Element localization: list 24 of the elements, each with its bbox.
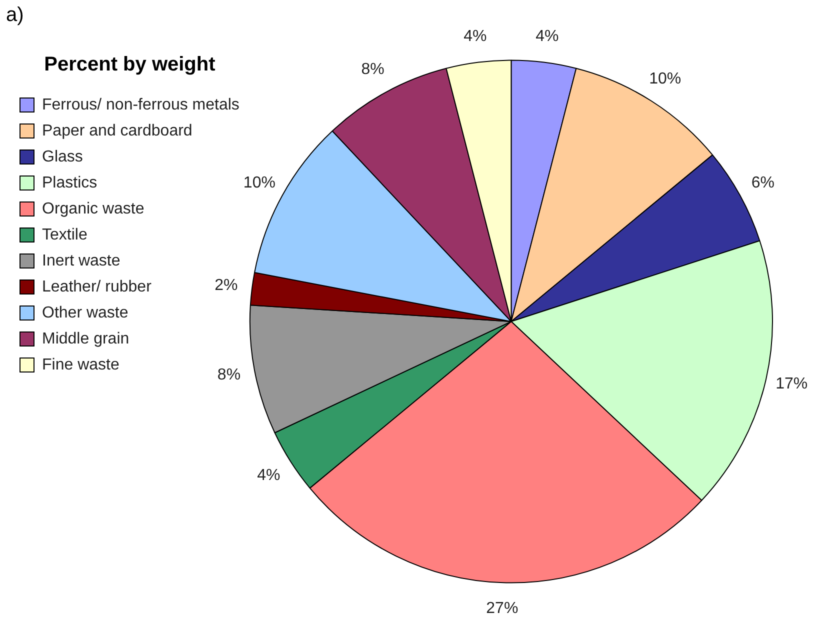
data-label: 27%: [486, 600, 518, 618]
data-label: 10%: [649, 70, 682, 88]
legend-label: Middle grain: [42, 330, 130, 348]
data-label: 8%: [217, 366, 241, 384]
data-label: 4%: [464, 28, 487, 45]
data-label: 2%: [214, 276, 238, 294]
legend-label: Glass: [42, 148, 83, 166]
legend-title: Percent by weight: [44, 54, 216, 76]
legend-label: Textile: [42, 226, 88, 244]
legend-label: Organic waste: [42, 200, 144, 218]
text: a): [6, 4, 24, 27]
legend-label: Paper and cardboard: [42, 122, 192, 140]
legend-label: Other waste: [42, 304, 128, 322]
data-label: 10%: [243, 174, 276, 192]
data-label: 6%: [751, 174, 775, 192]
legend-label: Leather/ rubber: [42, 278, 152, 296]
data-label: 4%: [536, 28, 559, 45]
legend-label: Fine waste: [42, 356, 120, 374]
legend-label: Ferrous/ non-ferrous metals: [42, 96, 240, 114]
data-label: 8%: [361, 61, 384, 78]
data-label: 17%: [776, 376, 808, 393]
data-label: 4%: [257, 466, 280, 484]
legend-label: Inert waste: [42, 252, 120, 270]
legend-label: Plastics: [42, 174, 98, 192]
